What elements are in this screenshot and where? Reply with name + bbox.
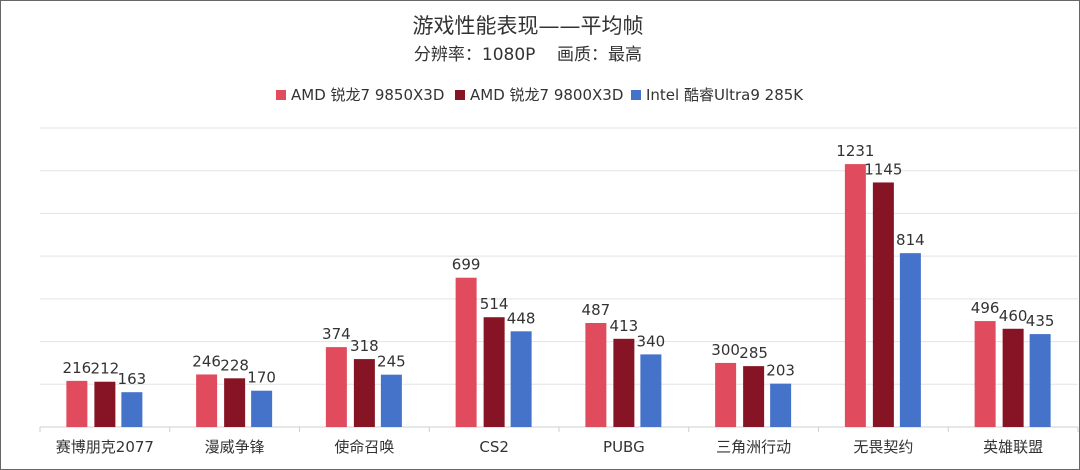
- data-label: 285: [739, 344, 768, 362]
- bar: [715, 362, 737, 427]
- data-label: 374: [322, 325, 351, 343]
- data-label: 413: [610, 317, 639, 335]
- data-label: 170: [247, 369, 276, 387]
- bar: [196, 374, 218, 427]
- data-label: 699: [452, 256, 481, 274]
- data-label: 487: [582, 301, 611, 319]
- data-label: 300: [711, 341, 740, 359]
- bar: [974, 321, 996, 427]
- chart-subtitle: 分辨率：1080P 画质：最高: [414, 45, 642, 65]
- bar: [899, 253, 921, 427]
- data-label: 514: [480, 295, 509, 313]
- bar: [94, 381, 116, 427]
- bar: [770, 383, 792, 427]
- data-label: 460: [999, 307, 1028, 325]
- data-label: 163: [118, 370, 147, 388]
- bar: [251, 390, 273, 427]
- bar: [844, 164, 866, 427]
- legend-swatch: [631, 90, 641, 100]
- bar: [121, 392, 143, 427]
- data-label: 212: [91, 360, 120, 378]
- data-label: 216: [63, 359, 92, 377]
- data-label: 203: [766, 362, 795, 380]
- bar: [640, 354, 662, 427]
- bar: [743, 366, 765, 427]
- data-label: 318: [350, 337, 379, 355]
- bar: [224, 378, 246, 427]
- category-label: 漫威争锋: [205, 438, 265, 456]
- bar: [510, 331, 532, 427]
- bar: [585, 322, 607, 427]
- data-label: 435: [1026, 312, 1055, 330]
- bar: [353, 359, 375, 427]
- legend-label: AMD 锐龙7 9800X3D: [470, 86, 623, 104]
- data-label: 1145: [864, 160, 902, 178]
- category-label: 赛博朋克2077: [56, 438, 154, 456]
- category-label: CS2: [479, 438, 509, 456]
- data-label: 228: [220, 356, 249, 374]
- category-label: PUBG: [603, 438, 645, 456]
- category-label: 英雄联盟: [983, 438, 1043, 456]
- bar: [66, 380, 88, 427]
- legend-label: Intel 酷睿Ultra9 285K: [646, 86, 804, 104]
- legend-swatch: [276, 90, 286, 100]
- category-label: 三角洲行动: [716, 438, 791, 456]
- bar: [325, 347, 347, 427]
- data-label: 1231: [836, 142, 874, 160]
- data-label: 496: [971, 299, 1000, 317]
- bar: [483, 317, 505, 427]
- chart-title: 游戏性能表现——平均帧: [413, 14, 644, 38]
- bar: [1002, 328, 1024, 427]
- bar: [380, 374, 402, 427]
- bar: [1029, 334, 1051, 427]
- data-label: 340: [637, 332, 666, 350]
- legend-label: AMD 锐龙7 9850X3D: [291, 86, 444, 104]
- bar: [455, 277, 477, 427]
- bar: [613, 338, 635, 427]
- category-label: 无畏契约: [853, 438, 913, 456]
- data-label: 814: [896, 231, 925, 249]
- legend-swatch: [455, 90, 465, 100]
- data-label: 448: [507, 309, 536, 327]
- bar: [872, 182, 894, 427]
- data-label: 246: [192, 352, 221, 370]
- data-label: 245: [377, 353, 406, 371]
- category-label: 使命召唤: [334, 438, 394, 456]
